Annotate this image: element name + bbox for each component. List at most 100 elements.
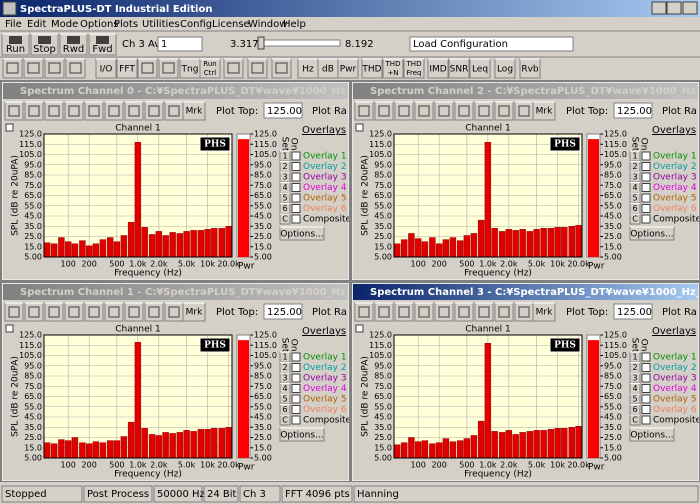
overlay-checkbox[interactable]	[291, 405, 301, 414]
overlay-checkbox[interactable]	[291, 183, 301, 192]
overlay-checkbox[interactable]	[641, 415, 651, 425]
overlay-name: Composite	[303, 215, 351, 225]
overlay-checkbox[interactable]	[641, 204, 651, 213]
icon-button[interactable]	[137, 58, 158, 79]
pane-tool-button[interactable]	[514, 302, 534, 322]
pane-tool-button[interactable]	[354, 101, 374, 121]
pane-tool-button[interactable]	[144, 101, 164, 121]
collapse-box[interactable]	[5, 324, 14, 333]
x-tick-label: 5.0k	[528, 461, 546, 470]
pane-tool-button[interactable]	[124, 101, 144, 121]
y-tick-label: 75.0	[24, 181, 42, 190]
pane-tool-button[interactable]	[104, 101, 124, 121]
icon-button[interactable]	[247, 58, 268, 79]
avg-combo[interactable]	[157, 36, 203, 52]
overlay-checkbox[interactable]	[291, 363, 301, 372]
tool-label: I/O	[100, 65, 113, 75]
pane-tool-button[interactable]	[164, 302, 184, 322]
overlay-checkbox[interactable]	[291, 384, 301, 393]
pane-tool-button[interactable]	[474, 302, 494, 322]
plot-top-value: 125.00	[617, 307, 652, 318]
overlay-checkbox[interactable]	[641, 162, 651, 171]
overlay-checkbox[interactable]	[641, 394, 651, 404]
pane-tool-button[interactable]	[494, 302, 514, 322]
pane-tool-button[interactable]	[354, 302, 374, 322]
icon-button[interactable]	[271, 58, 292, 79]
bar	[225, 427, 232, 459]
overlay-checkbox[interactable]	[291, 373, 301, 383]
pane-tool-button[interactable]	[64, 302, 84, 322]
level-tick-label: 65.0	[254, 191, 272, 200]
icon-button[interactable]	[65, 58, 86, 79]
pane-tool-button[interactable]	[434, 101, 454, 121]
overlay-checkbox[interactable]	[291, 193, 301, 203]
overlay-checkbox[interactable]	[641, 384, 651, 393]
pane-tool-button[interactable]	[4, 302, 24, 322]
icon-button[interactable]	[2, 58, 23, 79]
config-combo[interactable]	[409, 36, 574, 52]
overlay-checkbox[interactable]	[291, 172, 301, 182]
pane-tool-button[interactable]	[124, 302, 144, 322]
plot-top-input[interactable]	[613, 303, 653, 320]
plot-top-input[interactable]	[263, 102, 303, 119]
level-tick-label: 55.0	[604, 201, 622, 210]
pane-tool-button[interactable]	[144, 302, 164, 322]
slider-thumb[interactable]	[257, 36, 265, 50]
x-tick-label: 1.0k	[129, 260, 147, 269]
pane-tool-button[interactable]	[164, 101, 184, 121]
overlay-checkbox[interactable]	[291, 204, 301, 213]
overlay-checkbox[interactable]	[641, 183, 651, 192]
level-tick-label: 55.0	[254, 402, 272, 411]
overlay-checkbox[interactable]	[641, 363, 651, 372]
pane-tool-button[interactable]	[84, 302, 104, 322]
pane-tool-button[interactable]	[24, 302, 44, 322]
overlay-checkbox[interactable]	[641, 214, 651, 224]
button-icon	[275, 62, 288, 74]
overlay-checkbox[interactable]	[641, 151, 651, 161]
pane-tool-button[interactable]	[24, 101, 44, 121]
icon-button[interactable]	[44, 58, 65, 79]
pane-tool-button[interactable]	[4, 101, 24, 121]
bar	[127, 221, 135, 258]
pane-tool-button[interactable]	[64, 101, 84, 121]
overlay-checkbox[interactable]	[291, 394, 301, 404]
pane-tool-button[interactable]	[514, 101, 534, 121]
pane-tool-button[interactable]	[394, 302, 414, 322]
range-slider[interactable]	[257, 39, 341, 47]
pane-tool-button[interactable]	[104, 302, 124, 322]
pane-tool-button[interactable]	[454, 302, 474, 322]
overlay-checkbox[interactable]	[291, 352, 301, 362]
overlay-checkbox[interactable]	[291, 415, 301, 425]
pane-tool-button[interactable]	[494, 101, 514, 121]
pane-tool-button[interactable]	[474, 101, 494, 121]
overlay-checkbox[interactable]	[291, 214, 301, 224]
pane-tool-button[interactable]	[454, 101, 474, 121]
icon-button[interactable]	[23, 58, 44, 79]
overlay-checkbox[interactable]	[291, 162, 301, 171]
overlay-checkbox[interactable]	[291, 151, 301, 161]
pane-tool-button[interactable]	[414, 101, 434, 121]
icon-button[interactable]	[223, 58, 244, 79]
pane-tool-button[interactable]	[434, 302, 454, 322]
close-button[interactable]	[682, 1, 698, 15]
pane-tool-button[interactable]	[374, 302, 394, 322]
plot-top-input[interactable]	[263, 303, 303, 320]
collapse-box[interactable]	[5, 123, 14, 132]
pane-tool-button[interactable]	[374, 101, 394, 121]
plot-top-input[interactable]	[613, 102, 653, 119]
pane-tool-button[interactable]	[394, 101, 414, 121]
pane-tool-button[interactable]	[44, 101, 64, 121]
overlay-checkbox[interactable]	[641, 193, 651, 203]
collapse-box[interactable]	[355, 324, 364, 333]
pane-tool-button[interactable]	[414, 302, 434, 322]
pane-tool-button[interactable]	[44, 302, 64, 322]
overlay-checkbox[interactable]	[641, 405, 651, 414]
icon-button[interactable]	[158, 58, 179, 79]
pane-tool-button[interactable]	[84, 101, 104, 121]
overlay-checkbox[interactable]	[641, 172, 651, 182]
overlay-checkbox[interactable]	[641, 352, 651, 362]
overlay-checkbox[interactable]	[641, 373, 651, 383]
collapse-box[interactable]	[355, 123, 364, 132]
minimize-button[interactable]	[651, 1, 667, 15]
maximize-button[interactable]	[666, 1, 682, 15]
